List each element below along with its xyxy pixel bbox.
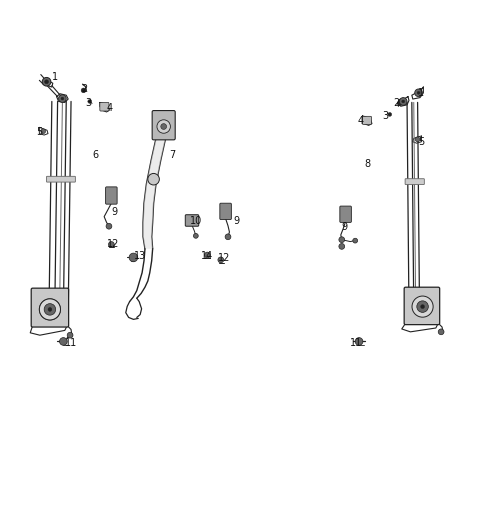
- Circle shape: [60, 337, 67, 345]
- Circle shape: [415, 137, 420, 142]
- Text: 14: 14: [201, 251, 214, 261]
- Circle shape: [45, 80, 48, 83]
- Circle shape: [108, 242, 114, 247]
- Circle shape: [420, 305, 424, 309]
- Circle shape: [417, 91, 420, 94]
- Text: 8: 8: [364, 159, 370, 169]
- Circle shape: [42, 77, 51, 86]
- Circle shape: [161, 123, 167, 130]
- FancyBboxPatch shape: [47, 176, 75, 182]
- Circle shape: [59, 95, 66, 102]
- FancyBboxPatch shape: [220, 203, 231, 220]
- FancyBboxPatch shape: [404, 287, 440, 325]
- Text: 3: 3: [382, 111, 388, 121]
- Text: 1: 1: [419, 88, 424, 98]
- Text: 12: 12: [107, 239, 119, 249]
- Text: 11: 11: [65, 338, 77, 348]
- Circle shape: [339, 244, 345, 249]
- Circle shape: [106, 223, 112, 229]
- Text: 1: 1: [52, 72, 58, 82]
- Text: 6: 6: [92, 150, 98, 160]
- FancyBboxPatch shape: [31, 288, 69, 327]
- Circle shape: [218, 257, 224, 263]
- Text: 11: 11: [350, 338, 362, 348]
- Text: 4: 4: [358, 116, 364, 125]
- Circle shape: [438, 329, 444, 335]
- Circle shape: [399, 98, 407, 105]
- FancyBboxPatch shape: [106, 187, 117, 204]
- Text: 9: 9: [234, 217, 240, 226]
- Circle shape: [44, 304, 56, 315]
- Circle shape: [48, 308, 52, 311]
- Circle shape: [148, 174, 159, 185]
- Circle shape: [397, 101, 402, 106]
- Text: 4: 4: [107, 103, 112, 113]
- Text: 9: 9: [342, 222, 348, 232]
- Text: 2: 2: [81, 84, 87, 94]
- Circle shape: [417, 301, 428, 312]
- Circle shape: [353, 238, 358, 243]
- Circle shape: [204, 252, 210, 258]
- Text: 9: 9: [111, 207, 117, 217]
- Text: 2: 2: [393, 98, 399, 109]
- Circle shape: [129, 253, 138, 262]
- Text: 13: 13: [134, 251, 146, 261]
- Circle shape: [39, 299, 60, 320]
- Text: 5: 5: [36, 127, 43, 137]
- Circle shape: [67, 332, 73, 338]
- Circle shape: [415, 89, 422, 97]
- Text: 7: 7: [168, 150, 175, 160]
- Circle shape: [41, 129, 46, 134]
- Circle shape: [412, 296, 433, 317]
- Circle shape: [225, 234, 231, 240]
- FancyBboxPatch shape: [152, 111, 175, 140]
- Text: 5: 5: [418, 137, 424, 147]
- Circle shape: [339, 237, 345, 243]
- Text: 10: 10: [190, 217, 202, 226]
- Circle shape: [388, 113, 392, 116]
- Circle shape: [157, 120, 170, 133]
- Circle shape: [193, 233, 198, 238]
- FancyBboxPatch shape: [362, 116, 372, 124]
- FancyBboxPatch shape: [405, 179, 424, 184]
- FancyBboxPatch shape: [185, 215, 199, 226]
- Circle shape: [88, 99, 92, 103]
- Polygon shape: [143, 138, 166, 249]
- Circle shape: [39, 299, 60, 320]
- Text: 12: 12: [218, 253, 230, 263]
- FancyBboxPatch shape: [340, 206, 351, 222]
- Circle shape: [81, 88, 86, 93]
- Circle shape: [402, 100, 405, 103]
- Circle shape: [61, 97, 64, 100]
- Circle shape: [355, 337, 363, 345]
- Text: 3: 3: [86, 98, 92, 109]
- FancyBboxPatch shape: [100, 102, 109, 111]
